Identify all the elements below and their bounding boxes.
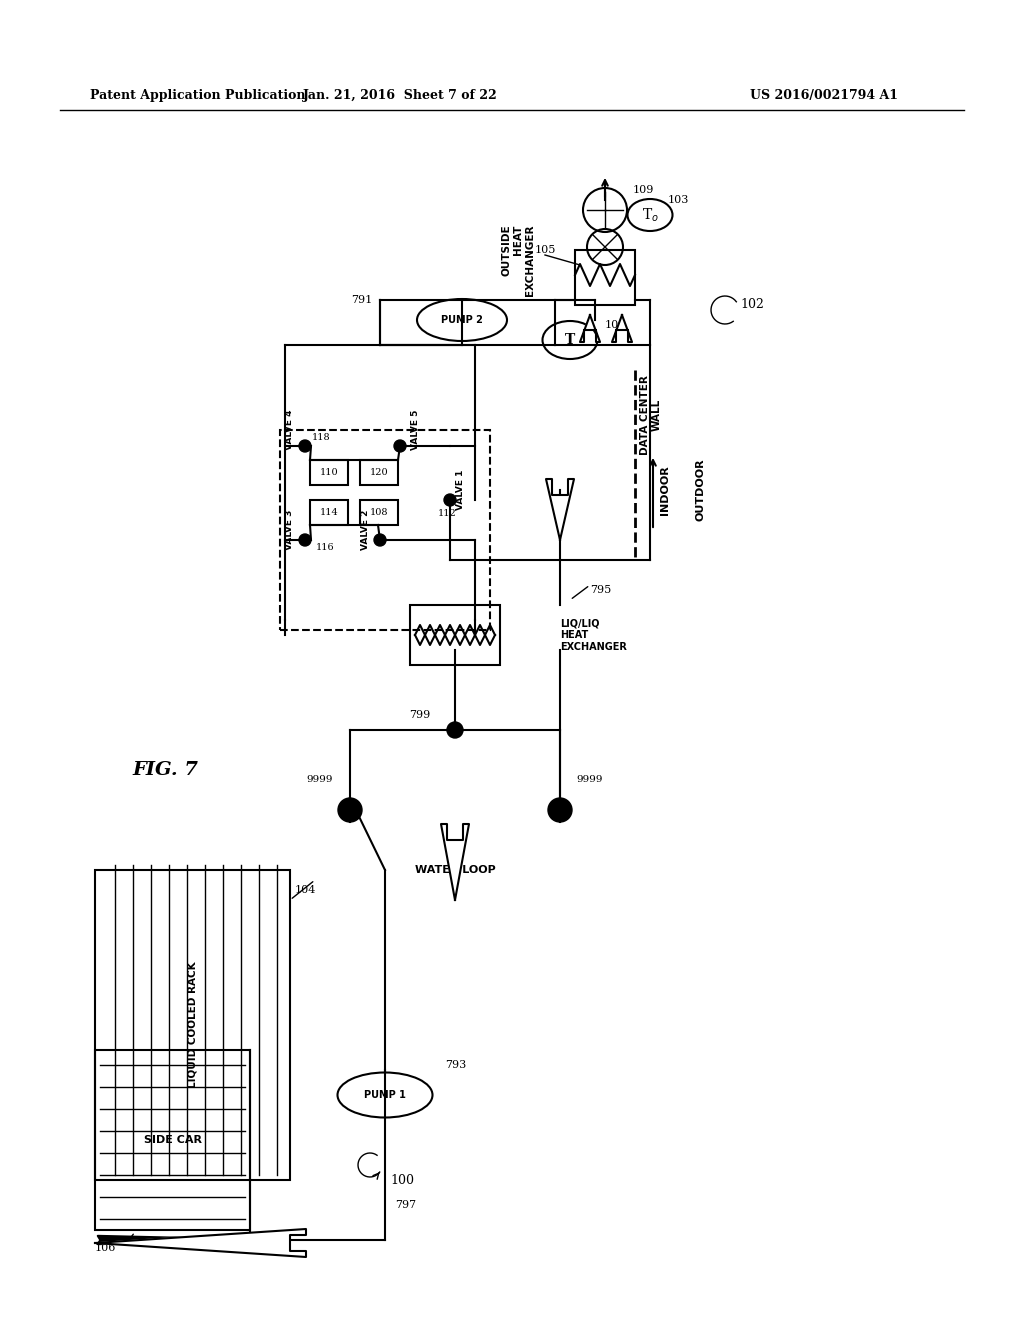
Text: 114: 114 <box>319 508 338 517</box>
Polygon shape <box>612 315 632 342</box>
Text: 107: 107 <box>605 319 627 330</box>
Text: WATER LOOP: WATER LOOP <box>415 865 496 875</box>
Text: 120: 120 <box>370 469 388 477</box>
Text: FIG. 7: FIG. 7 <box>132 762 198 779</box>
Text: US 2016/0021794 A1: US 2016/0021794 A1 <box>750 88 898 102</box>
Polygon shape <box>546 479 574 540</box>
Bar <box>310 459 348 484</box>
Text: PUMP 1: PUMP 1 <box>365 1090 406 1100</box>
Text: 9999: 9999 <box>577 776 603 784</box>
Text: LIQ/LIQ
HEAT
EXCHANGER: LIQ/LIQ HEAT EXCHANGER <box>560 618 627 652</box>
Text: T$_o$: T$_o$ <box>642 206 658 223</box>
Text: 105: 105 <box>535 246 556 255</box>
Text: 112: 112 <box>438 508 457 517</box>
Text: 109: 109 <box>633 185 654 195</box>
Text: 797: 797 <box>395 1200 416 1210</box>
Text: LIQUID COOLED RACK: LIQUID COOLED RACK <box>187 962 198 1088</box>
Circle shape <box>548 799 572 822</box>
Text: 103: 103 <box>668 195 689 205</box>
Text: 106: 106 <box>94 1243 116 1253</box>
Text: Patent Application Publication: Patent Application Publication <box>90 88 305 102</box>
Text: OUTDOOR: OUTDOOR <box>695 458 705 521</box>
Text: 100: 100 <box>390 1173 414 1187</box>
Circle shape <box>299 535 311 546</box>
Bar <box>360 500 398 525</box>
Text: VALVE 3: VALVE 3 <box>286 510 295 550</box>
Text: T: T <box>565 333 575 347</box>
Circle shape <box>444 494 456 506</box>
Bar <box>280 430 490 630</box>
Text: 799: 799 <box>410 710 431 719</box>
Bar <box>95 870 290 1180</box>
Text: OUTSIDE
HEAT
EXCHANGER: OUTSIDE HEAT EXCHANGER <box>502 224 535 296</box>
Bar <box>360 459 398 484</box>
Text: 110: 110 <box>319 469 338 477</box>
Text: 793: 793 <box>445 1060 466 1071</box>
Circle shape <box>374 535 386 546</box>
Text: Jan. 21, 2016  Sheet 7 of 22: Jan. 21, 2016 Sheet 7 of 22 <box>303 88 498 102</box>
Text: 795: 795 <box>590 585 611 595</box>
Text: 104: 104 <box>295 884 316 895</box>
Circle shape <box>299 440 311 451</box>
Text: VALVE 1: VALVE 1 <box>456 470 465 511</box>
Polygon shape <box>441 824 469 900</box>
Text: PUMP 2: PUMP 2 <box>441 315 483 325</box>
Bar <box>575 249 635 305</box>
Text: 116: 116 <box>316 543 335 552</box>
Text: DATA CENTER
WALL: DATA CENTER WALL <box>640 375 662 455</box>
Bar <box>410 605 500 665</box>
Bar <box>310 500 348 525</box>
Polygon shape <box>95 1229 306 1257</box>
Text: 791: 791 <box>351 294 372 305</box>
Circle shape <box>338 799 362 822</box>
Text: SIDE CAR: SIDE CAR <box>143 1135 202 1144</box>
Text: VALVE 4: VALVE 4 <box>286 409 295 450</box>
Circle shape <box>394 440 406 451</box>
Text: 118: 118 <box>312 433 331 442</box>
Bar <box>95 1049 250 1230</box>
Text: INDOOR: INDOOR <box>660 465 670 515</box>
Text: 9999: 9999 <box>307 776 333 784</box>
Text: 102: 102 <box>740 298 764 312</box>
Polygon shape <box>580 315 600 342</box>
Circle shape <box>447 722 463 738</box>
Text: VALVE 5: VALVE 5 <box>411 409 420 450</box>
Text: VALVE 2: VALVE 2 <box>360 510 370 550</box>
Text: 108: 108 <box>370 508 388 517</box>
